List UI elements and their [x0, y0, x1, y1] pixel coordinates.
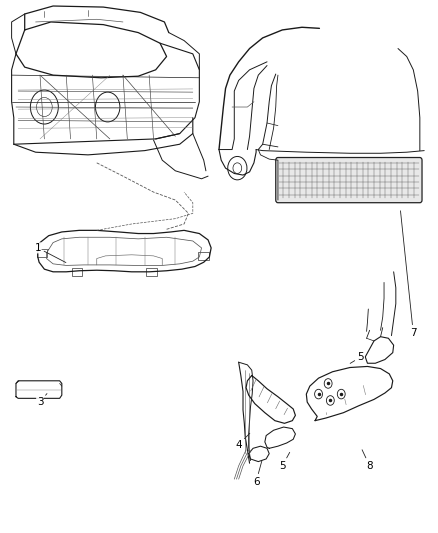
Bar	[198, 252, 209, 260]
Bar	[146, 268, 156, 276]
Text: 4: 4	[235, 433, 250, 450]
Text: 6: 6	[253, 461, 262, 487]
Text: 5: 5	[350, 352, 364, 364]
Text: 3: 3	[37, 393, 47, 407]
Text: 5: 5	[279, 453, 290, 471]
Text: 8: 8	[362, 450, 373, 471]
FancyBboxPatch shape	[276, 158, 422, 203]
Bar	[72, 268, 82, 276]
Text: 7: 7	[400, 211, 417, 338]
Bar	[37, 249, 47, 257]
Text: 1: 1	[35, 243, 66, 263]
